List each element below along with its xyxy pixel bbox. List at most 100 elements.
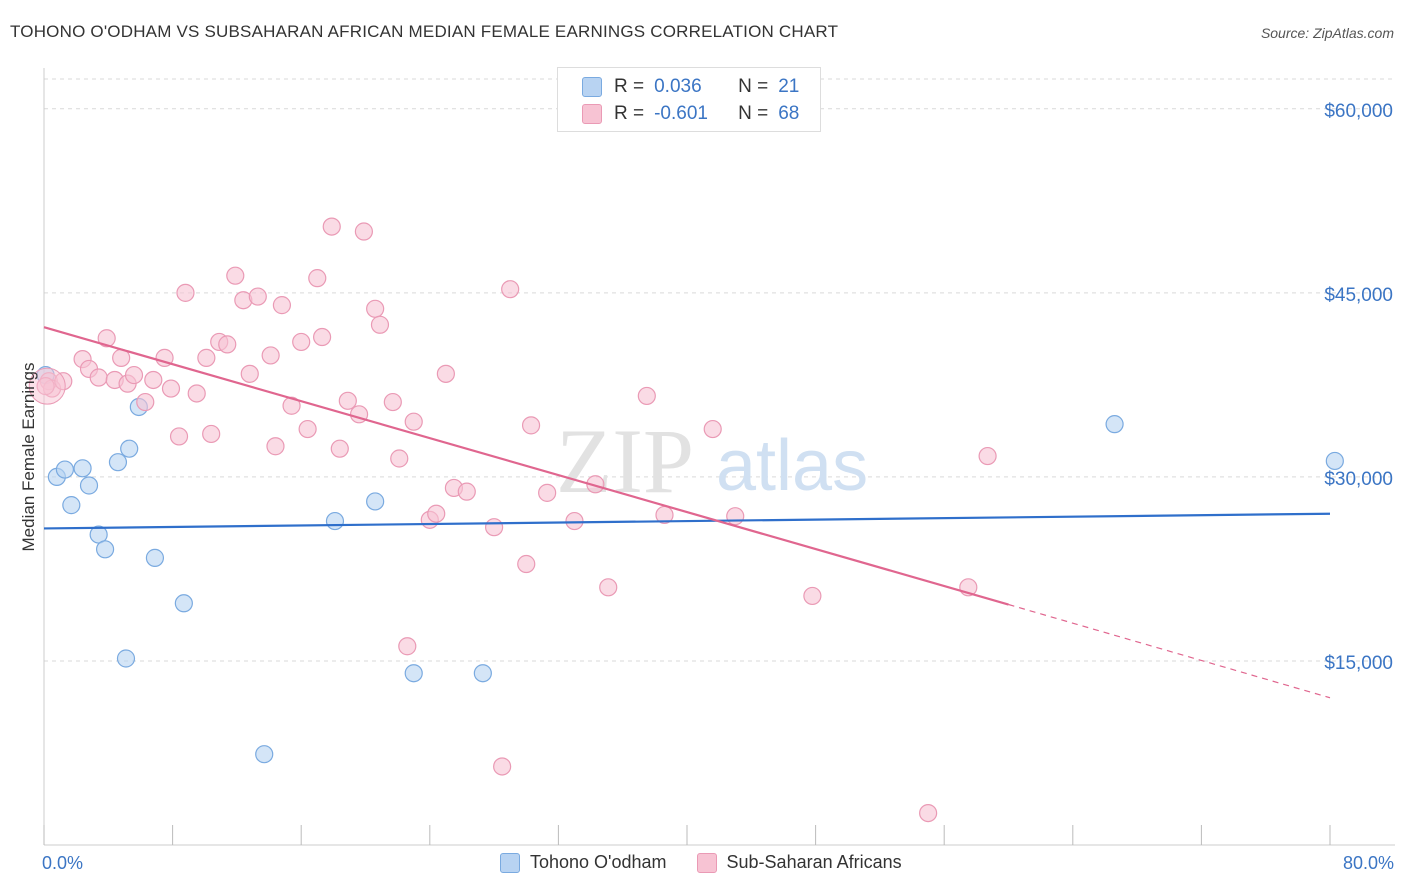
- r-label: R =: [614, 76, 645, 97]
- legend-row-tohono: R = 0.036 N = 21: [582, 75, 799, 99]
- trend-line-subsaharan-extrapolated: [1008, 603, 1331, 699]
- point-subsaharan: [218, 335, 237, 354]
- legend-item-tohono[interactable]: Tohono O'odham: [500, 852, 667, 873]
- point-tohono: [1105, 415, 1124, 434]
- point-tohono: [174, 594, 193, 613]
- point-subsaharan: [161, 379, 181, 398]
- point-subsaharan: [390, 449, 409, 468]
- point-tohono: [73, 459, 92, 478]
- point-subsaharan: [398, 637, 417, 656]
- point-subsaharan: [202, 424, 221, 444]
- point-tohono: [255, 745, 274, 764]
- point-subsaharan: [282, 396, 301, 415]
- y-tick-label: $30,000: [1324, 469, 1393, 490]
- series-legend: Tohono O'odham Sub-Saharan Africans: [500, 852, 932, 873]
- point-tohono: [79, 476, 99, 495]
- point-subsaharan: [485, 518, 504, 537]
- point-subsaharan: [521, 416, 541, 435]
- point-subsaharan: [427, 504, 446, 523]
- legend-item-subsaharan[interactable]: Sub-Saharan Africans: [696, 852, 902, 873]
- pink-swatch: [582, 104, 602, 124]
- legend-row-subsaharan: R = -0.601 N = 68: [582, 102, 799, 126]
- point-subsaharan: [187, 384, 206, 403]
- point-subsaharan: [726, 507, 745, 526]
- point-subsaharan: [89, 368, 108, 387]
- y-axis-title: Median Female Earnings: [19, 363, 38, 552]
- source-label: Source: ZipAtlas.com: [1260, 25, 1394, 41]
- point-subsaharan: [599, 578, 618, 597]
- point-subsaharan: [457, 482, 476, 501]
- point-subsaharan: [493, 757, 512, 776]
- trend-line-tohono: [43, 512, 1331, 530]
- point-subsaharan: [124, 365, 144, 385]
- r-value: 0.036: [654, 76, 702, 97]
- point-subsaharan: [136, 392, 155, 412]
- point-subsaharan: [330, 439, 349, 458]
- point-subsaharan: [292, 332, 311, 352]
- point-subsaharan: [436, 364, 455, 383]
- point-subsaharan: [637, 386, 656, 406]
- point-tohono: [473, 664, 492, 683]
- pink-swatch: [696, 852, 717, 873]
- point-subsaharan: [308, 269, 327, 288]
- point-subsaharan: [240, 364, 259, 383]
- trend-lines: [43, 326, 1331, 699]
- point-tohono: [95, 540, 115, 559]
- point-subsaharan: [298, 419, 317, 439]
- legend-label: Sub-Saharan Africans: [726, 852, 902, 872]
- point-subsaharan: [370, 315, 390, 334]
- point-subsaharan: [366, 299, 385, 318]
- point-tohono: [1325, 451, 1344, 471]
- point-subsaharan: [501, 280, 520, 299]
- point-tohono: [62, 496, 81, 515]
- stats-legend: R = 0.036 N = 21 R = -0.601 N = 68: [557, 67, 821, 132]
- point-subsaharan: [565, 511, 584, 531]
- n-label: N =: [738, 76, 769, 97]
- point-subsaharan: [383, 392, 402, 412]
- point-tohono: [404, 664, 423, 683]
- point-subsaharan: [517, 554, 536, 574]
- point-tohono: [120, 439, 139, 458]
- n-value: 68: [778, 103, 800, 124]
- point-subsaharan: [197, 348, 216, 367]
- point-subsaharan: [538, 483, 557, 502]
- axis-labels: $15,000 $30,000 $45,000 $60,000 0.0% 80.0% Med…: [19, 101, 1394, 873]
- axes: [43, 68, 1395, 846]
- y-tick-label: $60,000: [1324, 101, 1393, 122]
- y-tick-label: $45,000: [1324, 285, 1393, 306]
- watermark-atlas: atlas: [716, 426, 868, 506]
- point-tohono: [108, 453, 128, 472]
- n-label: N =: [738, 103, 769, 124]
- point-tohono: [145, 548, 165, 567]
- r-value: -0.601: [654, 103, 708, 124]
- point-subsaharan: [169, 427, 189, 446]
- point-subsaharan: [322, 217, 341, 236]
- r-label: R =: [614, 103, 645, 124]
- trend-line-subsaharan: [43, 326, 1009, 606]
- blue-swatch: [500, 852, 520, 873]
- blue-swatch: [582, 77, 602, 97]
- point-subsaharan: [703, 419, 722, 439]
- point-tohono: [366, 492, 385, 511]
- point-subsaharan: [354, 222, 373, 241]
- n-value: 21: [778, 76, 800, 97]
- point-subsaharan: [261, 346, 280, 365]
- point-subsaharan: [919, 803, 938, 823]
- point-subsaharan: [272, 296, 292, 315]
- point-subsaharan: [176, 283, 195, 302]
- point-subsaharan-cluster: [28, 367, 66, 405]
- legend-label: Tohono O'odham: [530, 852, 667, 872]
- point-tohono: [55, 460, 74, 479]
- point-subsaharan: [978, 446, 997, 466]
- point-subsaharan: [226, 266, 245, 285]
- point-subsaharan: [312, 327, 332, 347]
- point-subsaharan: [144, 370, 163, 390]
- point-subsaharan: [338, 391, 357, 410]
- point-subsaharan: [404, 412, 423, 431]
- y-tick-label: $15,000: [1324, 653, 1393, 674]
- point-subsaharan: [97, 329, 116, 348]
- point-tohono: [116, 649, 136, 668]
- point-subsaharan: [266, 437, 285, 456]
- x-tick-label-left: 0.0%: [42, 853, 83, 873]
